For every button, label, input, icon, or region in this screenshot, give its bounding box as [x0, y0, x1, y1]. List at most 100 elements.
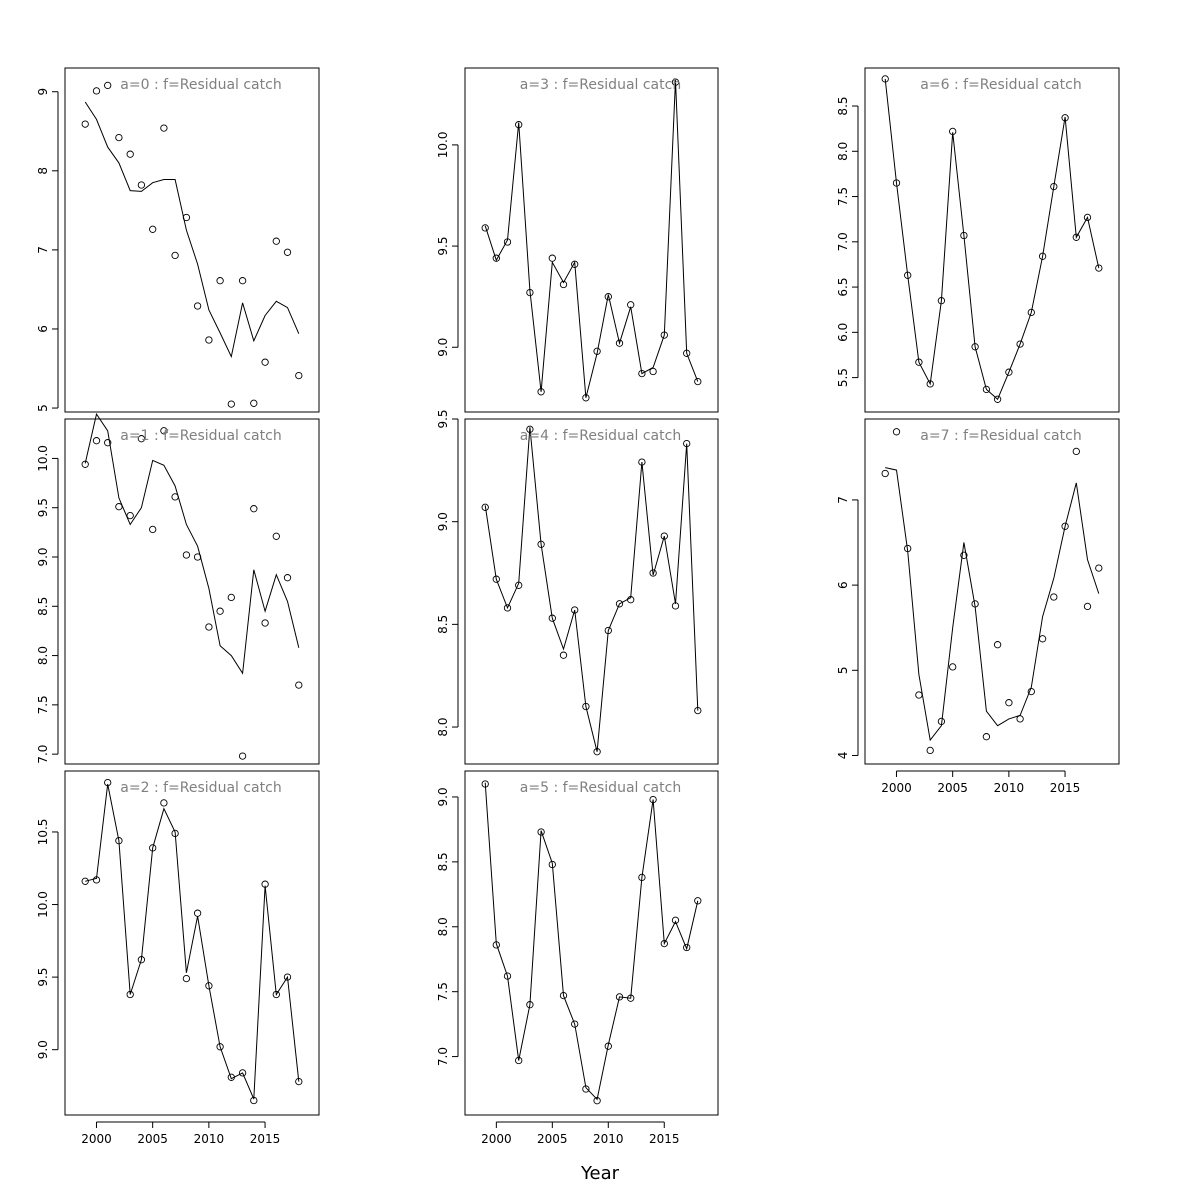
observed-point: [492, 941, 500, 949]
observed-point: [1016, 340, 1024, 348]
observed-point: [149, 844, 157, 852]
y-tick-label: 6: [36, 325, 50, 333]
y-tick-label: 9.5: [36, 968, 50, 987]
observed-point: [926, 746, 934, 755]
y-tick-label: 8: [36, 167, 50, 175]
panel-title: a=4 : f=Residual catch: [520, 428, 681, 444]
panel-title: a=3 : f=Residual catch: [520, 77, 681, 93]
observed-point: [193, 302, 202, 310]
panel-a0: 5 6 7 8 9 a=0 : f=Residual catch: [36, 67, 320, 413]
observed-point: [571, 1020, 579, 1028]
observed-point: [515, 581, 523, 589]
observed-point: [137, 956, 146, 964]
observed-point: [261, 358, 269, 366]
observed-point: [926, 380, 934, 388]
plot-frame: [64, 67, 320, 413]
observed-point: [915, 691, 923, 699]
panel-title: a=6 : f=Residual catch: [920, 77, 1081, 93]
y-tick-label: 9.0: [436, 512, 450, 531]
observed-point: [137, 435, 146, 443]
observed-point: [638, 458, 646, 466]
observed-point: [492, 254, 500, 262]
observed-point: [582, 1085, 590, 1093]
observed-point: [881, 75, 889, 83]
observed-point: [638, 369, 646, 378]
observed-point: [593, 748, 601, 756]
observed-point: [971, 343, 979, 351]
observed-point: [537, 828, 545, 836]
observed-point: [1027, 687, 1035, 696]
observed-point: [149, 225, 157, 233]
observed-point: [272, 237, 280, 245]
fitted-line: [484, 427, 699, 752]
x-tick-label: 2015: [1050, 781, 1081, 795]
observed-point: [1027, 308, 1035, 317]
observed-point: [182, 974, 191, 983]
panel-a2: 9.0 9.5 10.0 10.5 2000 2005 2010 2015 a=2 : f=Re…: [36, 770, 320, 1146]
panel-a1: 7.0 7.5 8.0 8.5 9.0 9.5 10.0 a=1 : f=Residual c…: [36, 412, 320, 765]
observed-point: [960, 231, 968, 240]
observed-point: [115, 837, 123, 845]
observed-point: [238, 1069, 247, 1077]
observed-point: [182, 213, 191, 222]
y-tick-label: 10.0: [436, 132, 450, 159]
observed-point: [1095, 564, 1103, 572]
y-tick-label: 8.0: [36, 646, 50, 665]
y-tick-label: 8.5: [436, 852, 450, 871]
observed-point: [481, 503, 489, 511]
plot-frame: [64, 418, 320, 765]
y-tick-label: 8.0: [436, 717, 450, 736]
panel-a7: 4 5 6 7 2000 2005 2010 2015 a=7 : f=Residual cat…: [836, 418, 1120, 795]
observed-point: [272, 990, 280, 999]
observed-point: [81, 120, 89, 128]
observed-point: [982, 733, 991, 741]
plot-frame: [64, 770, 320, 1116]
observed-point: [559, 991, 568, 1000]
observed-point: [295, 371, 303, 380]
observed-point: [892, 428, 901, 436]
observed-point: [216, 277, 224, 285]
observed-point: [638, 873, 646, 882]
y-tick-label: 8.0: [436, 917, 450, 936]
observed-point: [1038, 252, 1047, 260]
y-tick-label: 9.5: [36, 498, 50, 517]
y-tick-label: 9.0: [36, 547, 50, 566]
observed-point: [892, 179, 901, 187]
observed-point: [295, 681, 303, 689]
y-tick-label: 10.5: [36, 819, 50, 846]
observed-point: [604, 626, 612, 635]
y-tick-label: 8.0: [836, 142, 850, 161]
observed-point: [81, 877, 89, 885]
observed-point: [915, 358, 923, 366]
observed-point: [227, 1073, 235, 1081]
observed-point: [160, 799, 168, 807]
observed-point: [604, 1042, 612, 1050]
observed-point: [615, 993, 624, 1001]
panel-title: a=0 : f=Residual catch: [120, 77, 281, 93]
fitted-line: [84, 412, 300, 675]
observed-point: [227, 593, 235, 602]
x-tick-label: 2010: [994, 781, 1025, 795]
panel-a6: 5.5 6.0 6.5 7.0 7.5 8.0 8.5 a=6 : f=Residual ca…: [836, 67, 1120, 413]
observed-point: [503, 972, 512, 980]
panel-a4: 8.0 8.5 9.0 9.5 a=4 : f=Residual catch: [436, 409, 719, 765]
observed-point: [261, 619, 269, 627]
observed-point: [115, 503, 123, 511]
observed-point: [1005, 368, 1013, 376]
observed-point: [126, 511, 134, 520]
observed-point: [526, 1001, 534, 1009]
observed-point: [582, 394, 590, 402]
y-tick-label: 7.5: [836, 187, 850, 206]
y-tick-label: 5: [836, 666, 850, 674]
observed-point: [615, 339, 624, 347]
fitted-line: [84, 101, 300, 359]
observed-point: [503, 604, 512, 612]
y-tick-label: 10.0: [36, 445, 50, 472]
observed-point: [81, 460, 89, 468]
observed-point: [283, 973, 292, 981]
observed-point: [149, 525, 157, 534]
observed-point: [694, 377, 702, 386]
plot-frame: [864, 67, 1120, 413]
observed-point: [960, 551, 968, 559]
